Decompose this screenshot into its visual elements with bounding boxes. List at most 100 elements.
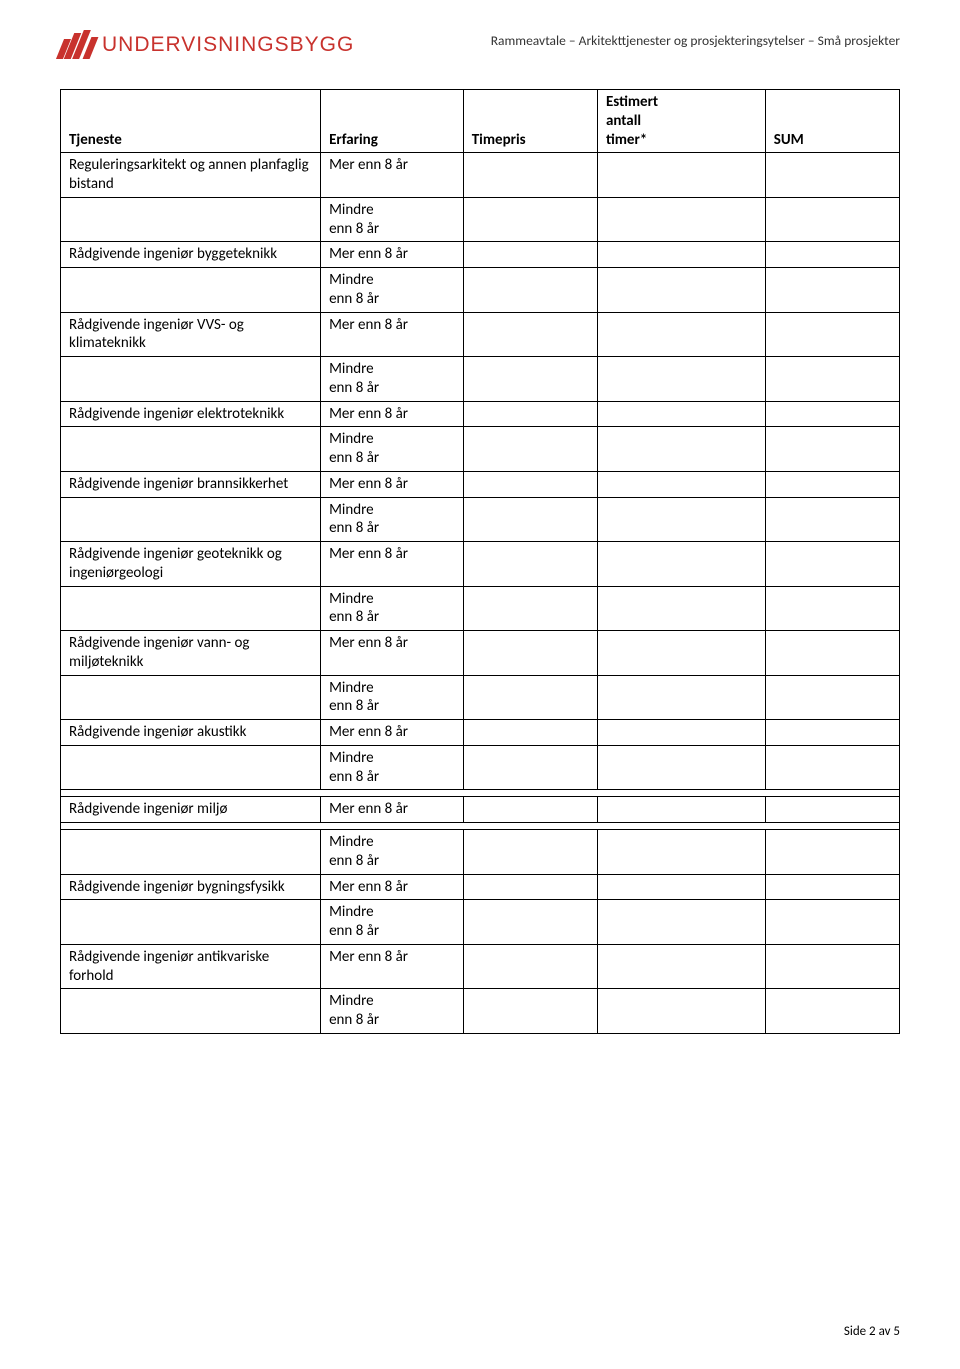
cell-service: Rådgivende ingeniør antikvariske forhold	[61, 944, 321, 989]
cell-estimert	[597, 944, 765, 989]
page-footer: Side 2 av 5	[844, 1324, 900, 1339]
cell-estimert	[597, 268, 765, 313]
cell-service: Rådgivende ingeniør elektroteknikk	[61, 401, 321, 427]
cell-timepris	[463, 586, 597, 631]
cell-erfaring: Mer enn 8 år	[321, 471, 464, 497]
cell-timepris	[463, 874, 597, 900]
section-gap-row	[61, 790, 900, 797]
cell-erfaring: Mer enn 8 år	[321, 944, 464, 989]
cell-service: Reguleringsarkitekt og annen planfaglig …	[61, 153, 321, 198]
cell-sum	[765, 586, 899, 631]
cell-sum	[765, 471, 899, 497]
cell-timepris	[463, 357, 597, 402]
logo-text: UNDERVISNINGSBYGG	[102, 33, 354, 57]
cell-erfaring: Mer enn 8 år	[321, 312, 464, 357]
cell-service	[61, 357, 321, 402]
cell-erfaring: Mindreenn 8 år	[321, 989, 464, 1034]
cell-estimert	[597, 497, 765, 542]
table-row: Rådgivende ingeniør elektroteknikk Mer e…	[61, 401, 900, 427]
cell-erfaring: Mindreenn 8 år	[321, 427, 464, 472]
cell-timepris	[463, 745, 597, 790]
col-header-timepris: Timepris	[463, 90, 597, 153]
table-body: Reguleringsarkitekt og annen planfaglig …	[61, 153, 900, 1034]
cell-erfaring: Mindreenn 8 år	[321, 745, 464, 790]
cell-erfaring: Mindreenn 8 år	[321, 830, 464, 875]
col-header-estimert: Estimertantalltimer*	[597, 90, 765, 153]
cell-erfaring: Mindreenn 8 år	[321, 586, 464, 631]
table-row: Rådgivende ingeniør bygningsfysikk Mer e…	[61, 874, 900, 900]
cell-sum	[765, 830, 899, 875]
cell-service: Rådgivende ingeniør byggeteknikk	[61, 242, 321, 268]
cell-estimert	[597, 153, 765, 198]
table-row: Rådgivende ingeniør geoteknikk og ingeni…	[61, 542, 900, 587]
cell-timepris	[463, 471, 597, 497]
cell-sum	[765, 797, 899, 823]
cell-sum	[765, 675, 899, 720]
cell-sum	[765, 242, 899, 268]
cell-erfaring: Mindreenn 8 år	[321, 675, 464, 720]
cell-estimert	[597, 242, 765, 268]
table-row: Mindreenn 8 år	[61, 745, 900, 790]
cell-estimert	[597, 312, 765, 357]
table-row: Mindreenn 8 år	[61, 427, 900, 472]
cell-sum	[765, 197, 899, 242]
cell-sum	[765, 745, 899, 790]
cell-estimert	[597, 830, 765, 875]
cell-estimert	[597, 197, 765, 242]
cell-timepris	[463, 542, 597, 587]
cell-timepris	[463, 944, 597, 989]
document-page: UNDERVISNINGSBYGG Rammeavtale – Arkitekt…	[0, 0, 960, 1369]
cell-sum	[765, 542, 899, 587]
cell-service	[61, 268, 321, 313]
page-header: UNDERVISNINGSBYGG Rammeavtale – Arkitekt…	[60, 30, 900, 59]
cell-estimert	[597, 427, 765, 472]
cell-estimert	[597, 586, 765, 631]
cell-erfaring: Mer enn 8 år	[321, 153, 464, 198]
cell-sum	[765, 268, 899, 313]
cell-timepris	[463, 797, 597, 823]
table-row: Rådgivende ingeniør vann- og miljøteknik…	[61, 631, 900, 676]
table-row: Rådgivende ingeniør byggeteknikk Mer enn…	[61, 242, 900, 268]
pricing-table: Tjeneste Erfaring Timepris Estimertantal…	[60, 89, 900, 1034]
cell-timepris	[463, 989, 597, 1034]
cell-service	[61, 745, 321, 790]
cell-estimert	[597, 900, 765, 945]
cell-sum	[765, 720, 899, 746]
cell-service	[61, 989, 321, 1034]
cell-timepris	[463, 497, 597, 542]
cell-timepris	[463, 720, 597, 746]
cell-timepris	[463, 900, 597, 945]
cell-service	[61, 900, 321, 945]
cell-service: Rådgivende ingeniør akustikk	[61, 720, 321, 746]
cell-sum	[765, 989, 899, 1034]
cell-timepris	[463, 401, 597, 427]
cell-erfaring: Mer enn 8 år	[321, 242, 464, 268]
cell-timepris	[463, 153, 597, 198]
cell-sum	[765, 874, 899, 900]
cell-erfaring: Mer enn 8 år	[321, 401, 464, 427]
cell-erfaring: Mindreenn 8 år	[321, 197, 464, 242]
table-header-row: Tjeneste Erfaring Timepris Estimertantal…	[61, 90, 900, 153]
cell-service: Rådgivende ingeniør brannsikkerhet	[61, 471, 321, 497]
cell-estimert	[597, 720, 765, 746]
cell-service: Rådgivende ingeniør VVS- og klimateknikk	[61, 312, 321, 357]
cell-erfaring: Mindreenn 8 år	[321, 268, 464, 313]
cell-estimert	[597, 542, 765, 587]
table-row: Rådgivende ingeniør VVS- og klimateknikk…	[61, 312, 900, 357]
cell-estimert	[597, 989, 765, 1034]
table-row: Mindreenn 8 år	[61, 586, 900, 631]
cell-service: Rådgivende ingeniør bygningsfysikk	[61, 874, 321, 900]
table-row: Mindreenn 8 år	[61, 830, 900, 875]
cell-service	[61, 830, 321, 875]
col-header-erfaring: Erfaring	[321, 90, 464, 153]
brand-logo: UNDERVISNINGSBYGG	[60, 30, 354, 59]
cell-erfaring: Mer enn 8 år	[321, 631, 464, 676]
cell-sum	[765, 497, 899, 542]
table-row: Mindreenn 8 år	[61, 675, 900, 720]
col-header-sum: SUM	[765, 90, 899, 153]
table-row: Mindreenn 8 år	[61, 497, 900, 542]
table-row: Mindreenn 8 år	[61, 900, 900, 945]
table-row: Rådgivende ingeniør akustikk Mer enn 8 å…	[61, 720, 900, 746]
document-title: Rammeavtale – Arkitekttjenester og prosj…	[491, 30, 900, 49]
cell-estimert	[597, 401, 765, 427]
